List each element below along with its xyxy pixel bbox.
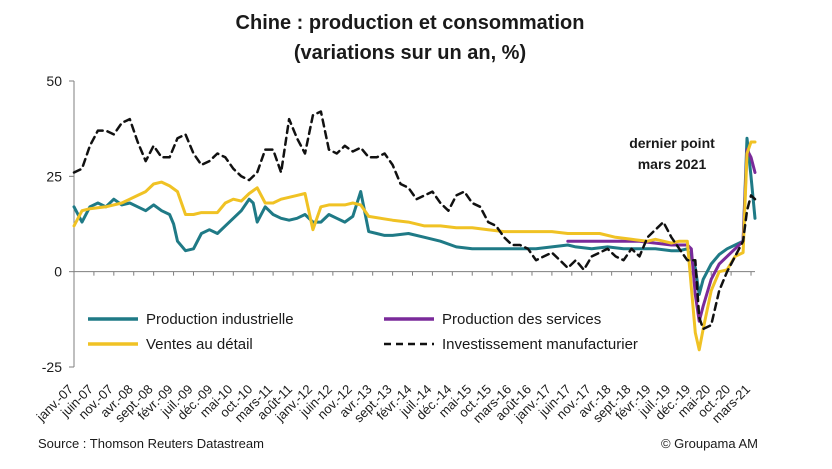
series-line-industrial bbox=[72, 136, 757, 296]
legend-label-retail: Ventes au détail bbox=[146, 336, 253, 353]
series-layer bbox=[72, 110, 757, 352]
y-tick-label: 0 bbox=[54, 264, 62, 280]
chart-title-line-1: Chine : production et consommation bbox=[236, 12, 585, 34]
chart-title-line-2: (variations sur un an, %) bbox=[294, 42, 526, 64]
y-axis: 50 25 0 -25 bbox=[42, 73, 75, 375]
y-tick-label: 25 bbox=[46, 168, 62, 184]
legend: Production industrielle Production des s… bbox=[88, 311, 638, 353]
legend-label-services: Production des services bbox=[442, 311, 601, 328]
legend-label-industrial: Production industrielle bbox=[146, 311, 294, 328]
legend-label-investment: Investissement manufacturier bbox=[442, 336, 638, 353]
series-line-retail bbox=[72, 140, 757, 352]
annotation-line-1: dernier point bbox=[629, 135, 715, 151]
copyright-note: © Groupama AM bbox=[661, 436, 758, 451]
y-tick-label: 50 bbox=[46, 73, 62, 89]
annotation-line-2: mars 2021 bbox=[638, 156, 707, 172]
source-note: Source : Thomson Reuters Datastream bbox=[38, 436, 264, 451]
y-tick-label: -25 bbox=[42, 359, 62, 375]
series-line-investment bbox=[72, 110, 757, 331]
